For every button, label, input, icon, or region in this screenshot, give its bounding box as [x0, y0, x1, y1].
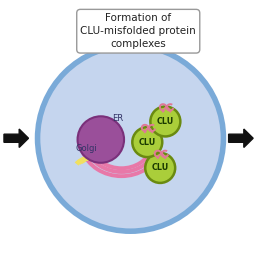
Text: CLU: CLU	[157, 117, 174, 126]
Circle shape	[166, 106, 168, 108]
Polygon shape	[229, 129, 253, 147]
Text: CLU: CLU	[139, 138, 156, 147]
Circle shape	[150, 106, 180, 137]
Polygon shape	[4, 129, 28, 147]
Text: Formation of
CLU-misfolded protein
complexes: Formation of CLU-misfolded protein compl…	[80, 13, 196, 49]
Circle shape	[38, 45, 223, 231]
Text: ER: ER	[112, 114, 123, 123]
Circle shape	[148, 127, 150, 129]
Circle shape	[78, 116, 124, 163]
Circle shape	[161, 153, 162, 155]
Text: CLU: CLU	[152, 163, 169, 173]
Text: Golgi: Golgi	[76, 144, 97, 153]
Circle shape	[145, 153, 175, 183]
Circle shape	[132, 127, 162, 157]
